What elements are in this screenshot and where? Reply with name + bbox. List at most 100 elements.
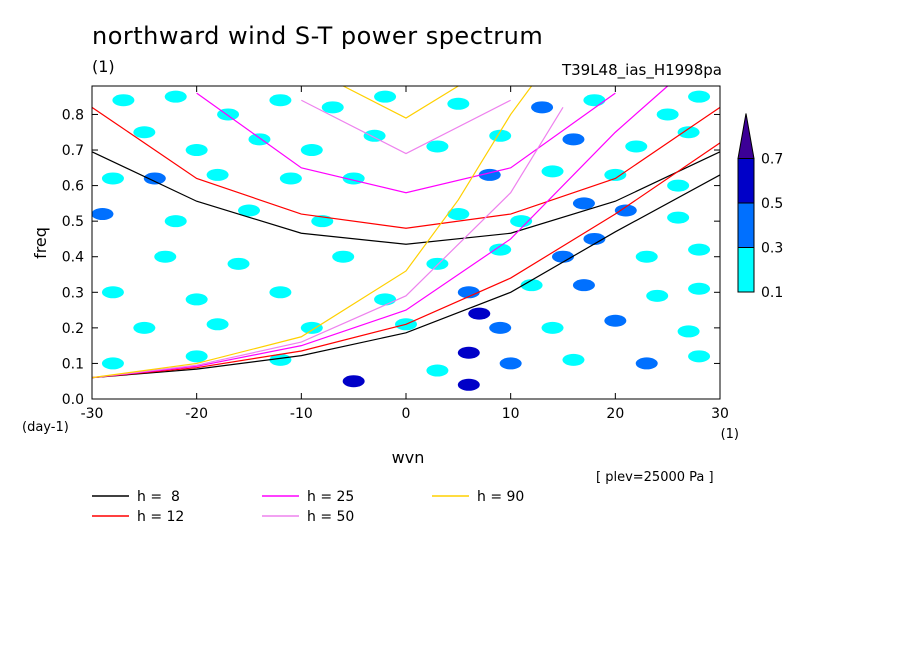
power-patch-63 [541, 321, 564, 334]
power-patch-4 [321, 101, 344, 114]
colorbar-box-1 [737, 202, 755, 248]
curve-h8-branch1 [92, 151, 720, 245]
y-tick-label-2: 0.2 [62, 321, 84, 337]
power-patch-32 [238, 204, 260, 217]
power-patch-42 [426, 257, 449, 270]
power-patch-47 [688, 243, 711, 256]
power-patch-58 [206, 318, 229, 331]
legend-label-1: h = 12 [137, 509, 184, 525]
curve-h8-branch2 [92, 174, 720, 379]
power-patch-74 [562, 353, 585, 366]
power-patch-37 [614, 204, 637, 217]
x-axis-label: wvn [392, 448, 425, 467]
power-patch-46 [635, 250, 658, 263]
power-patch-61 [468, 307, 491, 320]
power-patch-5 [374, 90, 397, 103]
chart-subtitle-units: (1) [92, 57, 115, 76]
colorbar-extend-triangle [737, 113, 755, 159]
power-patch-10 [688, 90, 711, 103]
x-tick-label-4: 10 [502, 406, 520, 422]
y-tick-label-4: 0.4 [62, 250, 84, 266]
x-tick-label-5: 20 [606, 406, 624, 422]
power-patch-69 [342, 375, 365, 388]
plot-frame [91, 85, 721, 400]
power-patch-6 [447, 97, 470, 110]
power-patch-71 [457, 346, 480, 359]
power-patch-53 [520, 279, 543, 292]
x-tick-label-0: -30 [81, 406, 104, 422]
power-patch-50 [269, 286, 292, 299]
y-tick-label-6: 0.6 [62, 179, 84, 195]
power-patch-35 [510, 215, 533, 228]
power-patch-39 [154, 250, 177, 263]
power-patch-43 [489, 243, 512, 256]
colorbar: 0.1 0.3 0.5 0.7 [737, 113, 783, 301]
curve-h90-branch1 [342, 86, 459, 119]
x-tick-label-1: -20 [185, 406, 208, 422]
colorbar-label-1: 0.3 [761, 241, 783, 257]
colorbar-box-2 [737, 158, 755, 204]
y-tick-label-1: 0.1 [62, 356, 84, 372]
power-patch-38 [667, 211, 690, 224]
power-patch-3 [269, 94, 292, 107]
curve-h12-branch1 [92, 106, 720, 229]
power-patch-59 [300, 321, 323, 334]
x-tick-label-3: 0 [402, 406, 411, 422]
legend-label-4: h = 90 [477, 489, 524, 505]
power-patch-56 [688, 282, 711, 295]
power-patch-73 [499, 357, 522, 370]
colorbar-label-3: 0.7 [761, 152, 783, 168]
power-patch-21 [101, 172, 124, 185]
legend-label-0: h = 8 [137, 489, 180, 505]
power-patch-15 [363, 129, 386, 142]
power-patch-57 [133, 321, 156, 334]
power-patch-28 [604, 168, 627, 181]
power-patch-41 [332, 250, 355, 263]
curve-h12-branch2 [92, 142, 720, 379]
plev-note: [ plev=25000 Pa ] [596, 470, 714, 485]
curve-h50-branch2 [92, 107, 564, 379]
power-patch-30 [92, 208, 114, 221]
power-patch-72 [457, 378, 480, 391]
curve-h25-branch2 [92, 86, 669, 379]
power-patch-22 [143, 172, 166, 185]
power-patch-45 [583, 232, 606, 245]
power-patch-48 [101, 286, 124, 299]
power-patch-40 [227, 257, 250, 270]
power-patch-62 [489, 321, 512, 334]
power-patch-31 [164, 215, 187, 228]
power-patch-9 [656, 108, 679, 121]
dispersion-curves [92, 86, 720, 379]
chart-subtitle-experiment: T39L48_ias_H1998pa [561, 61, 722, 79]
power-patch-44 [552, 250, 574, 263]
legend: h = 8 h = 12 h = 25 h = 50 h = 90 [92, 489, 524, 525]
power-patch-52 [457, 286, 480, 299]
power-patch-49 [185, 293, 208, 306]
power-patch-27 [541, 165, 564, 178]
legend-label-3: h = 50 [307, 509, 354, 525]
colorbar-label-2: 0.5 [761, 196, 783, 212]
power-patch-12 [185, 144, 208, 157]
power-patch-34 [447, 208, 470, 221]
chart-title: northward wind S-T power spectrum [92, 22, 544, 50]
power-patch-14 [300, 144, 323, 157]
power-patch-54 [572, 279, 595, 292]
power-patch-20 [677, 126, 700, 139]
power-patch-18 [562, 133, 585, 146]
y-axis-label: freq [31, 227, 50, 259]
power-patch-65 [677, 325, 700, 338]
power-patch-29 [667, 179, 690, 192]
colorbar-box-0 [737, 247, 755, 293]
power-patch-16 [426, 140, 449, 153]
y-tick-label-7: 0.7 [62, 143, 84, 159]
y-tick-label-0: 0.0 [62, 392, 84, 408]
power-patch-17 [489, 129, 512, 142]
power-patch-24 [279, 172, 302, 185]
power-patch-1 [164, 90, 187, 103]
curve-h25-branch1 [196, 92, 616, 194]
x-axis-unit: (1) [721, 427, 739, 442]
curve-h50-branch1 [301, 99, 511, 155]
power-patch-55 [646, 289, 669, 302]
